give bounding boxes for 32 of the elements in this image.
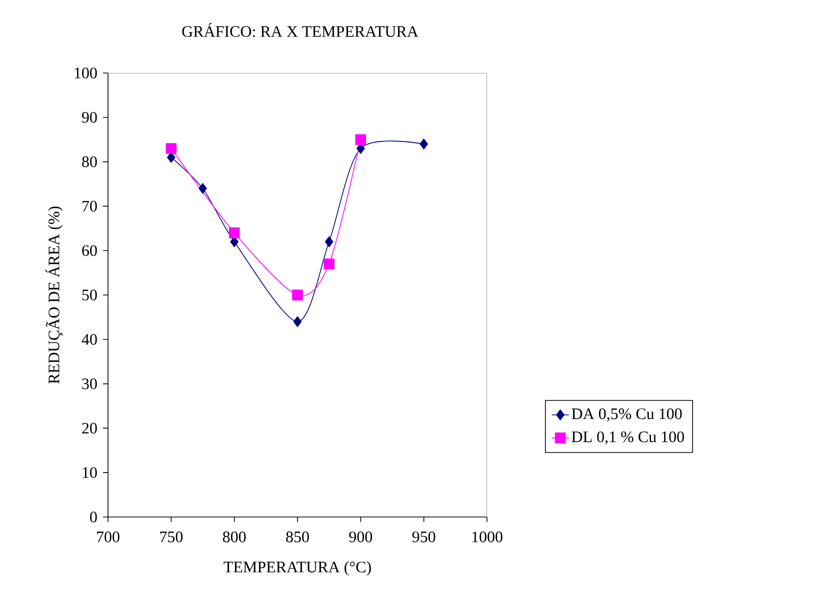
point	[166, 143, 177, 154]
x-tick-label: 950	[412, 532, 436, 542]
point	[228, 227, 240, 238]
point	[198, 183, 207, 194]
y-tick-label: 20	[82, 422, 97, 434]
x-axis-title: TEMPERATURA (°C)	[224, 561, 371, 576]
y-tick-label: 50	[82, 290, 97, 300]
point	[324, 236, 334, 248]
x-tick-label: 750	[160, 532, 183, 542]
chart-title: GRÁFICO: RA X TEMPERATURA	[182, 23, 418, 37]
point	[292, 290, 303, 300]
point	[355, 134, 366, 145]
y-tick-label: 90	[82, 112, 97, 123]
point	[293, 316, 302, 328]
x-tick-label: 700	[97, 532, 120, 542]
x-tick-label: 800	[222, 532, 246, 542]
legend-label: DL 0,1 % Cu 100	[572, 431, 684, 445]
y-tick-label: 60	[82, 245, 97, 256]
point	[420, 138, 428, 150]
y-tick-label: 40	[82, 334, 97, 345]
y-axis-title: REDUÇÃO DE ÁREA (%)	[45, 206, 63, 384]
x-tick-label: 900	[349, 532, 372, 542]
y-tick-label: 30	[82, 378, 97, 390]
y-tick-label: 10	[82, 467, 97, 478]
y-tick-label: 100	[74, 68, 97, 78]
point	[324, 258, 334, 270]
y-tick-label: 0	[90, 512, 97, 522]
legend-label: DA 0,5% Cu 100	[572, 408, 682, 422]
y-tick-label: 70	[82, 200, 97, 212]
x-tick-label: 1000	[472, 532, 502, 542]
x-tick-label: 850	[286, 532, 309, 542]
y-tick-label: 80	[82, 156, 97, 168]
